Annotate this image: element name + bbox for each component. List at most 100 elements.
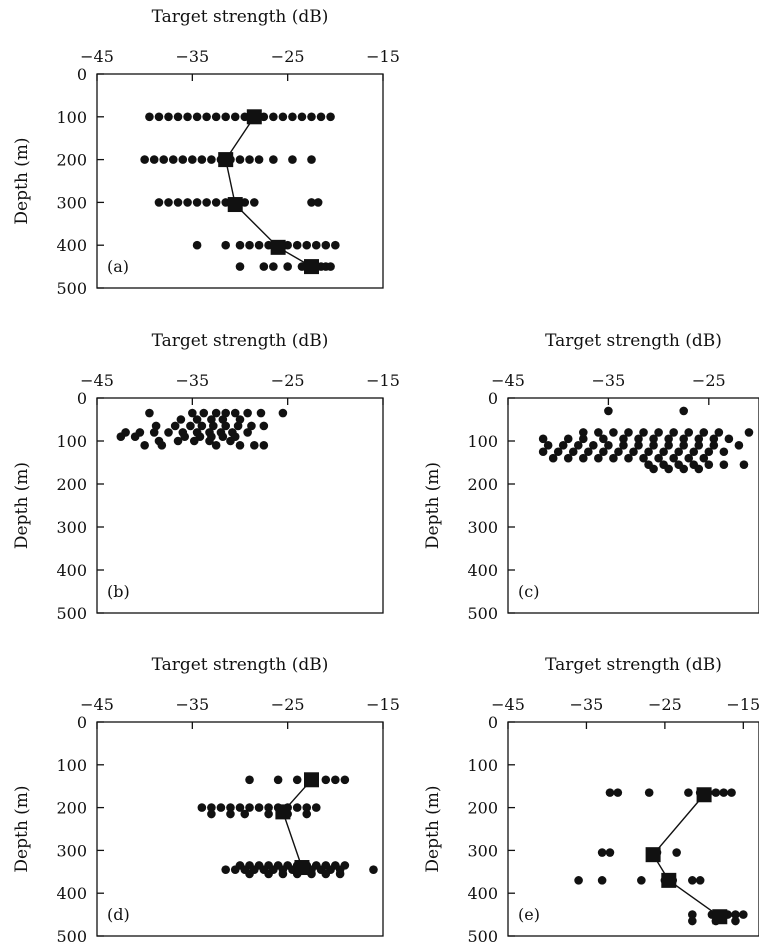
data-point — [639, 428, 648, 437]
data-point — [634, 434, 643, 444]
mean-marker — [270, 239, 286, 255]
data-point — [216, 803, 226, 812]
data-point — [639, 453, 648, 463]
data-point — [173, 198, 183, 207]
data-point — [326, 262, 335, 271]
data-point — [654, 428, 663, 437]
data-point — [605, 788, 615, 797]
x-tick-label: −25 — [648, 695, 682, 714]
data-point — [313, 198, 323, 207]
data-point — [709, 441, 719, 450]
data-point — [164, 428, 173, 437]
data-point — [245, 775, 254, 785]
y-tick-label: 100 — [467, 756, 498, 775]
y-tick-label: 400 — [467, 884, 498, 903]
data-point — [321, 240, 331, 250]
data-point — [292, 240, 302, 250]
data-point — [688, 910, 697, 919]
x-axis-title: Target strength (dB) — [152, 331, 329, 351]
y-tick-label: 100 — [467, 432, 498, 451]
data-point — [207, 803, 216, 812]
data-point — [335, 869, 345, 879]
y-tick-label: 200 — [56, 151, 87, 170]
data-point — [669, 428, 678, 437]
data-point — [629, 447, 638, 457]
data-point — [211, 408, 221, 418]
data-point — [599, 447, 608, 457]
data-point — [259, 262, 269, 271]
data-point — [157, 441, 167, 450]
data-point — [288, 155, 297, 164]
y-tick-label: 0 — [77, 65, 87, 84]
data-point — [207, 155, 216, 164]
data-point — [189, 436, 199, 446]
y-tick-label: 200 — [467, 799, 498, 818]
data-point — [254, 155, 264, 164]
data-point — [724, 434, 734, 444]
x-tick-label: −25 — [271, 695, 305, 714]
data-point — [245, 803, 254, 812]
data-point — [211, 441, 221, 450]
data-point — [634, 441, 643, 450]
data-point — [307, 155, 316, 164]
panel-label: (c) — [518, 582, 539, 601]
y-axis-title: Depth (m) — [12, 462, 32, 549]
data-point — [221, 408, 230, 418]
data-point — [192, 198, 202, 207]
y-axis-title: Depth (m) — [423, 462, 443, 549]
data-point — [173, 112, 183, 122]
y-tick-label: 300 — [56, 193, 87, 212]
data-point — [192, 112, 202, 122]
data-point — [731, 916, 740, 926]
data-point — [739, 910, 748, 919]
y-tick-label: 200 — [56, 799, 87, 818]
data-point — [654, 453, 663, 463]
data-point — [543, 441, 553, 450]
x-tick-label: −45 — [80, 47, 114, 66]
mean-marker — [218, 152, 234, 168]
data-point — [283, 262, 292, 271]
data-point — [558, 441, 568, 450]
x-tick-label: −45 — [491, 371, 525, 390]
data-point — [278, 869, 288, 879]
plot-frame — [96, 397, 384, 614]
data-point — [694, 441, 704, 450]
data-point — [197, 803, 207, 812]
data-point — [211, 112, 221, 122]
data-point — [649, 464, 658, 474]
data-point — [699, 453, 709, 463]
data-point — [230, 865, 240, 874]
panel-label: (e) — [518, 905, 540, 924]
data-point — [288, 112, 297, 122]
x-tick-label: −25 — [692, 371, 726, 390]
data-point — [719, 788, 729, 797]
data-point — [624, 428, 633, 437]
data-point — [178, 155, 188, 164]
data-point — [694, 464, 704, 474]
data-point — [594, 428, 603, 437]
data-point — [164, 112, 173, 122]
data-point — [278, 112, 288, 122]
data-point — [711, 788, 721, 797]
y-tick-label: 400 — [56, 236, 87, 255]
y-tick-label: 300 — [467, 518, 498, 537]
data-point — [679, 441, 688, 450]
y-tick-label: 400 — [56, 884, 87, 903]
data-point — [176, 415, 186, 424]
data-point — [599, 434, 608, 444]
data-point — [273, 775, 283, 785]
y-tick-label: 0 — [488, 713, 498, 732]
data-point — [221, 865, 230, 874]
data-point — [574, 876, 583, 885]
data-point — [684, 788, 693, 797]
x-tick-label: −15 — [726, 695, 759, 714]
data-point — [235, 441, 245, 450]
data-point — [649, 434, 658, 444]
data-point — [369, 865, 378, 874]
x-tick-label: −35 — [175, 371, 209, 390]
data-point — [145, 408, 154, 418]
data-point — [563, 434, 573, 444]
data-point — [538, 434, 548, 444]
data-point — [226, 809, 235, 819]
data-point — [245, 869, 254, 879]
